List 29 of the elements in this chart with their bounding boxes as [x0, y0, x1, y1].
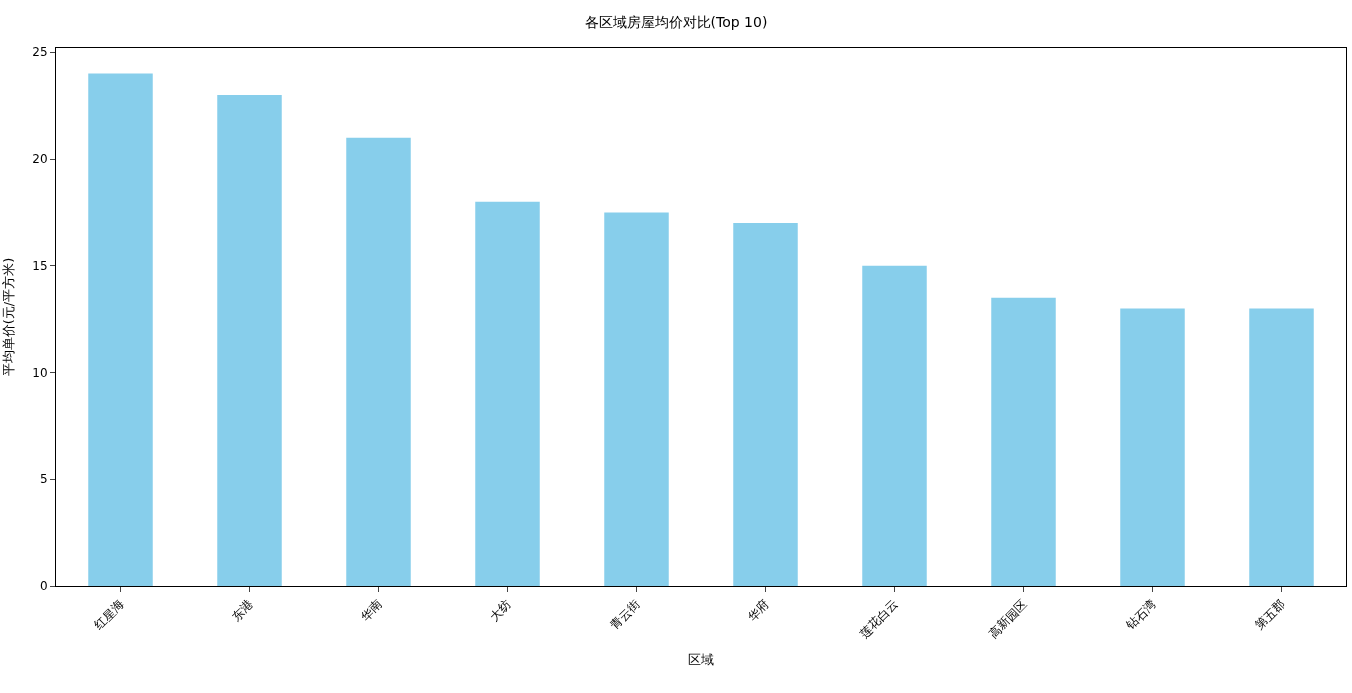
bar	[346, 137, 411, 586]
bar	[217, 94, 282, 586]
y-tick-label: 0	[39, 579, 48, 594]
y-axis-title: 平均单价(元/平方米)	[1, 257, 17, 377]
y-tick-label: 20	[32, 152, 48, 167]
x-tick-label: 莲花白云	[857, 596, 901, 641]
bar	[604, 212, 669, 586]
x-tick-label: 东港	[228, 596, 256, 624]
x-tick-label: 华府	[744, 596, 772, 624]
x-tick-label: 第五郡	[1252, 596, 1288, 633]
x-tick-label: 大纺	[486, 596, 514, 624]
chart-title: 各区域房屋均价对比(Top 10)	[584, 13, 768, 30]
x-tick-label: 钻石湾	[1122, 596, 1159, 633]
bar	[862, 265, 927, 586]
bar	[475, 201, 540, 586]
y-tick-label: 10	[32, 365, 48, 380]
bar	[991, 297, 1056, 586]
x-tick-label: 青云街	[607, 596, 643, 633]
x-tick-label: 红星海	[91, 596, 127, 633]
x-tick-label: 华南	[357, 596, 385, 624]
y-tick-label: 15	[32, 258, 48, 273]
y-tick-label: 25	[32, 45, 48, 60]
bar	[88, 73, 153, 586]
x-tick-label: 高新园区	[986, 596, 1030, 641]
bar	[1120, 308, 1185, 586]
bar	[733, 223, 798, 586]
y-tick-label: 5	[39, 472, 48, 487]
bar	[1249, 308, 1314, 586]
x-axis-title: 区域	[688, 652, 714, 668]
